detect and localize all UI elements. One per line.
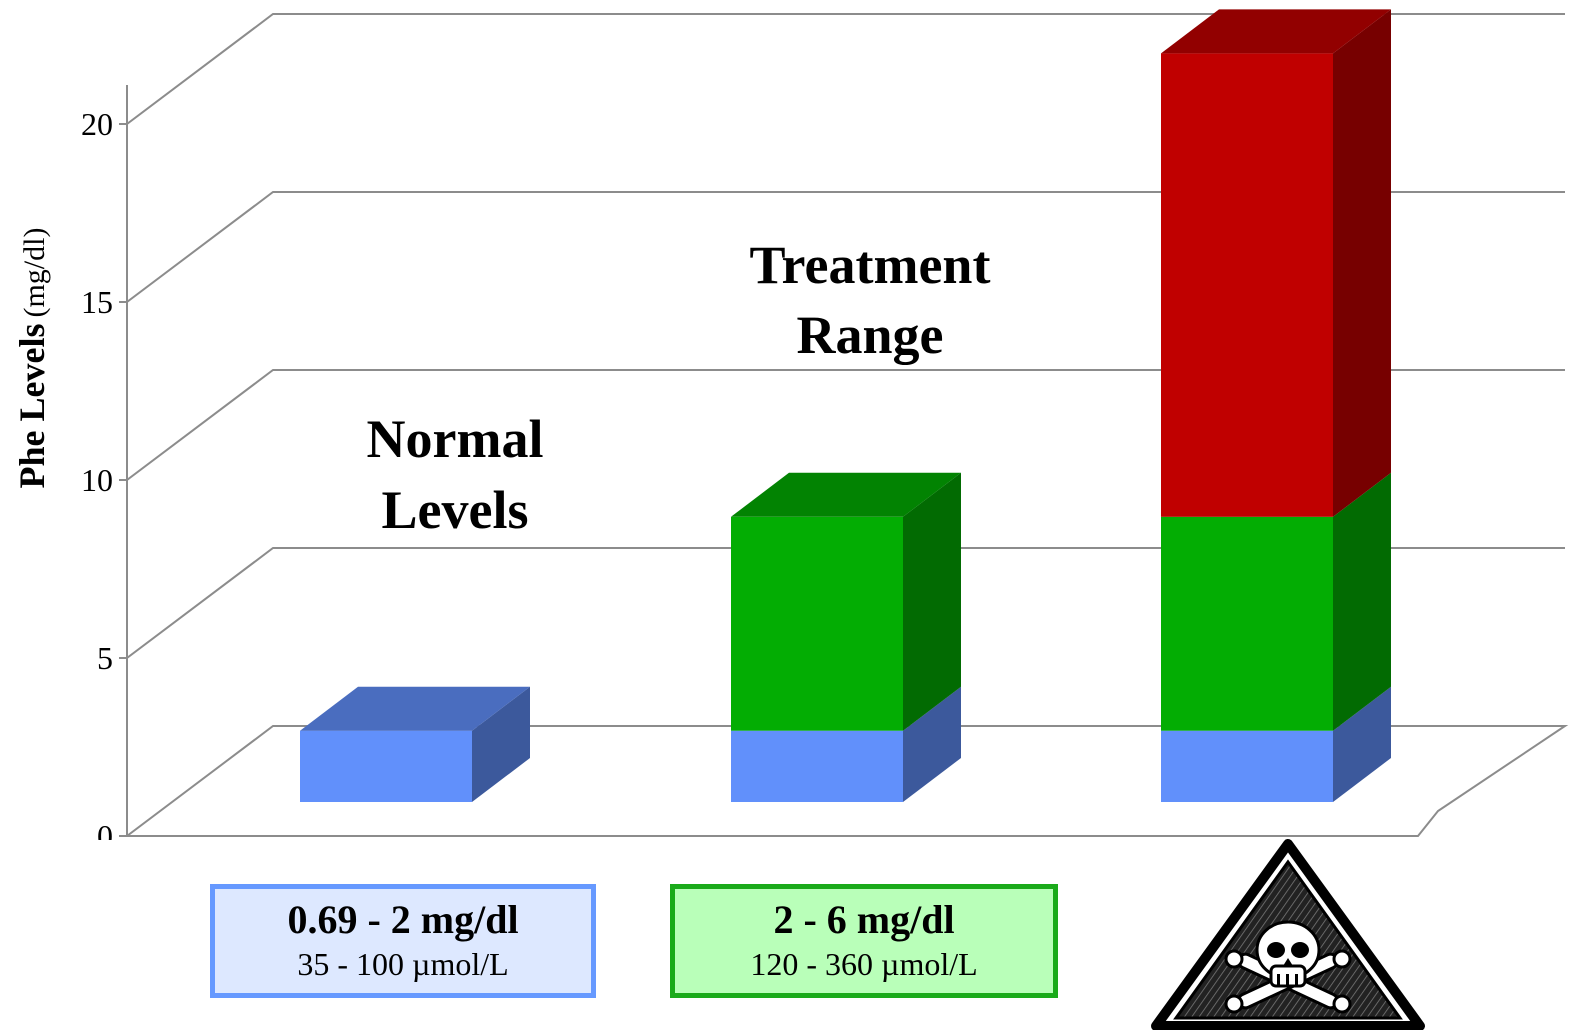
bar-segment (1161, 730, 1333, 802)
annotation-treatment-line2: Range (797, 305, 944, 365)
y-tick-label: 0 (97, 818, 113, 840)
annotations: Normal Levels Treatment Range (367, 235, 991, 540)
bar-side (472, 686, 530, 802)
floor-gridline (126, 725, 1569, 837)
gridline (126, 13, 1565, 125)
bar-side (1333, 472, 1391, 731)
y-axis-label-main: Phe Levels (12, 324, 52, 489)
bar-segment (731, 516, 903, 731)
bar-segment (300, 730, 472, 802)
bar-segment (1161, 516, 1333, 731)
bar-top (300, 686, 530, 731)
bar-top (731, 472, 961, 517)
treatment-range-umol: 120 - 360 µmol/L (750, 946, 978, 982)
annotation-normal-line1: Normal (367, 409, 544, 469)
bars (300, 9, 1391, 802)
y-tick-label: 20 (81, 106, 113, 142)
treatment-range-box: 2 - 6 mg/dl 120 - 360 µmol/L (670, 884, 1058, 998)
bar-side (1333, 9, 1391, 517)
axes (119, 85, 128, 837)
bar-chart-3d: 0 5 10 15 20 Phe Levels (mg/dl) Normal Le… (12, 9, 1569, 840)
annotation-normal-line2: Levels (382, 480, 529, 540)
bar-side (903, 472, 961, 731)
bar-top (1161, 9, 1391, 54)
treatment-range-mgdl: 2 - 6 mg/dl (773, 897, 955, 942)
bar-side (903, 686, 961, 802)
y-axis-label: Phe Levels (mg/dl) (12, 228, 52, 489)
annotation-treatment-line1: Treatment (750, 235, 991, 295)
normal-range-umol: 35 - 100 µmol/L (297, 946, 509, 982)
y-tick-label: 5 (97, 640, 113, 676)
gridlines (126, 13, 1569, 837)
skull-crossbones-warning-icon (1151, 839, 1425, 1030)
gridline (126, 191, 1565, 303)
normal-range-mgdl: 0.69 - 2 mg/dl (287, 897, 519, 942)
gridline (126, 547, 1565, 659)
y-tick-label: 10 (81, 462, 113, 498)
bar-segment (1161, 53, 1333, 517)
bar-segment (731, 730, 903, 802)
gridline (126, 369, 1565, 481)
y-tick-label: 15 (81, 284, 113, 320)
normal-range-box: 0.69 - 2 mg/dl 35 - 100 µmol/L (210, 884, 596, 998)
bar-side (1333, 686, 1391, 802)
y-tick-labels: 0 5 10 15 20 (81, 106, 113, 840)
y-axis-label-unit: (mg/dl) (18, 228, 51, 318)
